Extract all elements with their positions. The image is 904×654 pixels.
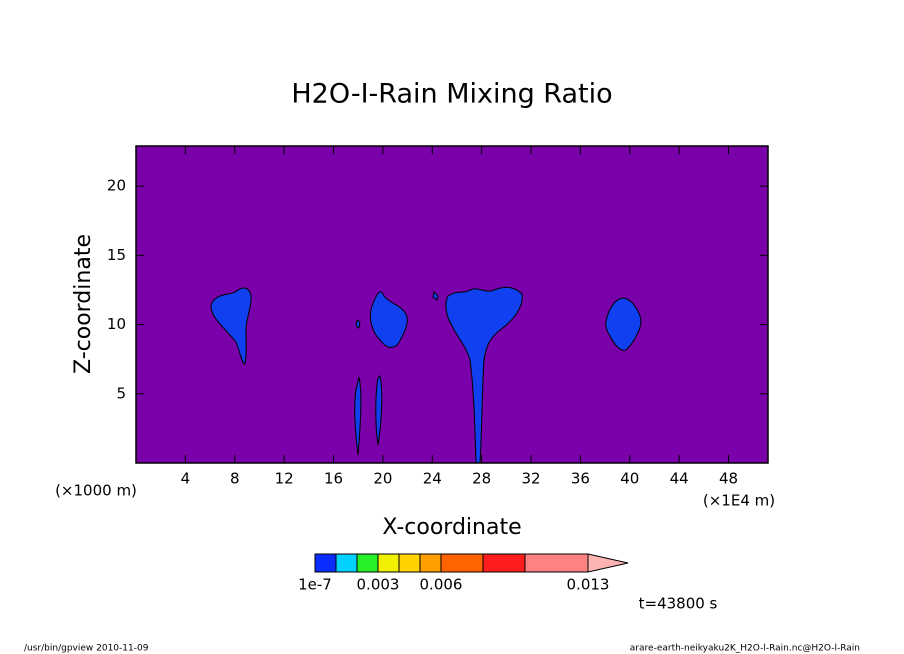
x-tick-label: 4 [181, 470, 191, 488]
contour-blob [375, 374, 383, 446]
x-tick-label: 36 [571, 470, 590, 488]
x-tick-label: 32 [521, 470, 540, 488]
colorbar-extend [587, 553, 629, 573]
x-tick-label: 28 [472, 470, 491, 488]
y-axis-label: Z-coordinate [71, 234, 96, 374]
x-unit-right: (×1E4 m) [703, 492, 775, 510]
contour-blob [354, 376, 362, 456]
x-tick-label: 12 [275, 470, 294, 488]
x-axis-label: X-coordinate [382, 515, 521, 540]
colorbar-box [419, 553, 442, 573]
x-tick-label: 40 [620, 470, 639, 488]
x-tick-label: 8 [230, 470, 240, 488]
x-tick-label: 44 [670, 470, 689, 488]
colorbar-tick-label: 1e-7 [298, 576, 332, 594]
contour-blob [210, 287, 252, 365]
y-tick-label: 15 [107, 246, 126, 264]
x-tick-label: 20 [373, 470, 392, 488]
x-tick-label: 48 [719, 470, 738, 488]
colorbar-box [356, 553, 379, 573]
contour-blob [605, 297, 642, 351]
colorbar-tick-label: 0.003 [357, 576, 400, 594]
x-unit-left: (×1000 m) [55, 482, 137, 500]
contour-blob [445, 286, 523, 464]
y-tick-label: 5 [116, 384, 126, 402]
contour-blob [355, 319, 361, 329]
footer-right: arare-earth-neikyaku2K_H2O-l-Rain.nc@H2O… [630, 644, 860, 654]
contour-regions [210, 286, 642, 464]
colorbar-box [377, 553, 400, 573]
x-tick-label: 24 [423, 470, 442, 488]
colorbar-tick-label: 0.013 [567, 576, 610, 594]
colorbar-box [440, 553, 484, 573]
y-tick-label: 20 [107, 177, 126, 195]
contour-blob [432, 290, 439, 301]
colorbar-box [524, 553, 589, 573]
x-tick-label: 16 [324, 470, 343, 488]
plot-frame [135, 145, 769, 464]
contour-blob [369, 291, 408, 348]
colorbar-box [335, 553, 358, 573]
chart-title: H2O-I-Rain Mixing Ratio [291, 79, 612, 110]
time-label: t=43800 s [639, 595, 718, 613]
footer-left: /usr/bin/gpview 2010-11-09 [24, 644, 149, 654]
y-tick-label: 10 [107, 315, 126, 333]
colorbar-box [314, 553, 337, 573]
colorbar-tick-label: 0.006 [420, 576, 463, 594]
colorbar-box [482, 553, 526, 573]
colorbar-box [398, 553, 421, 573]
